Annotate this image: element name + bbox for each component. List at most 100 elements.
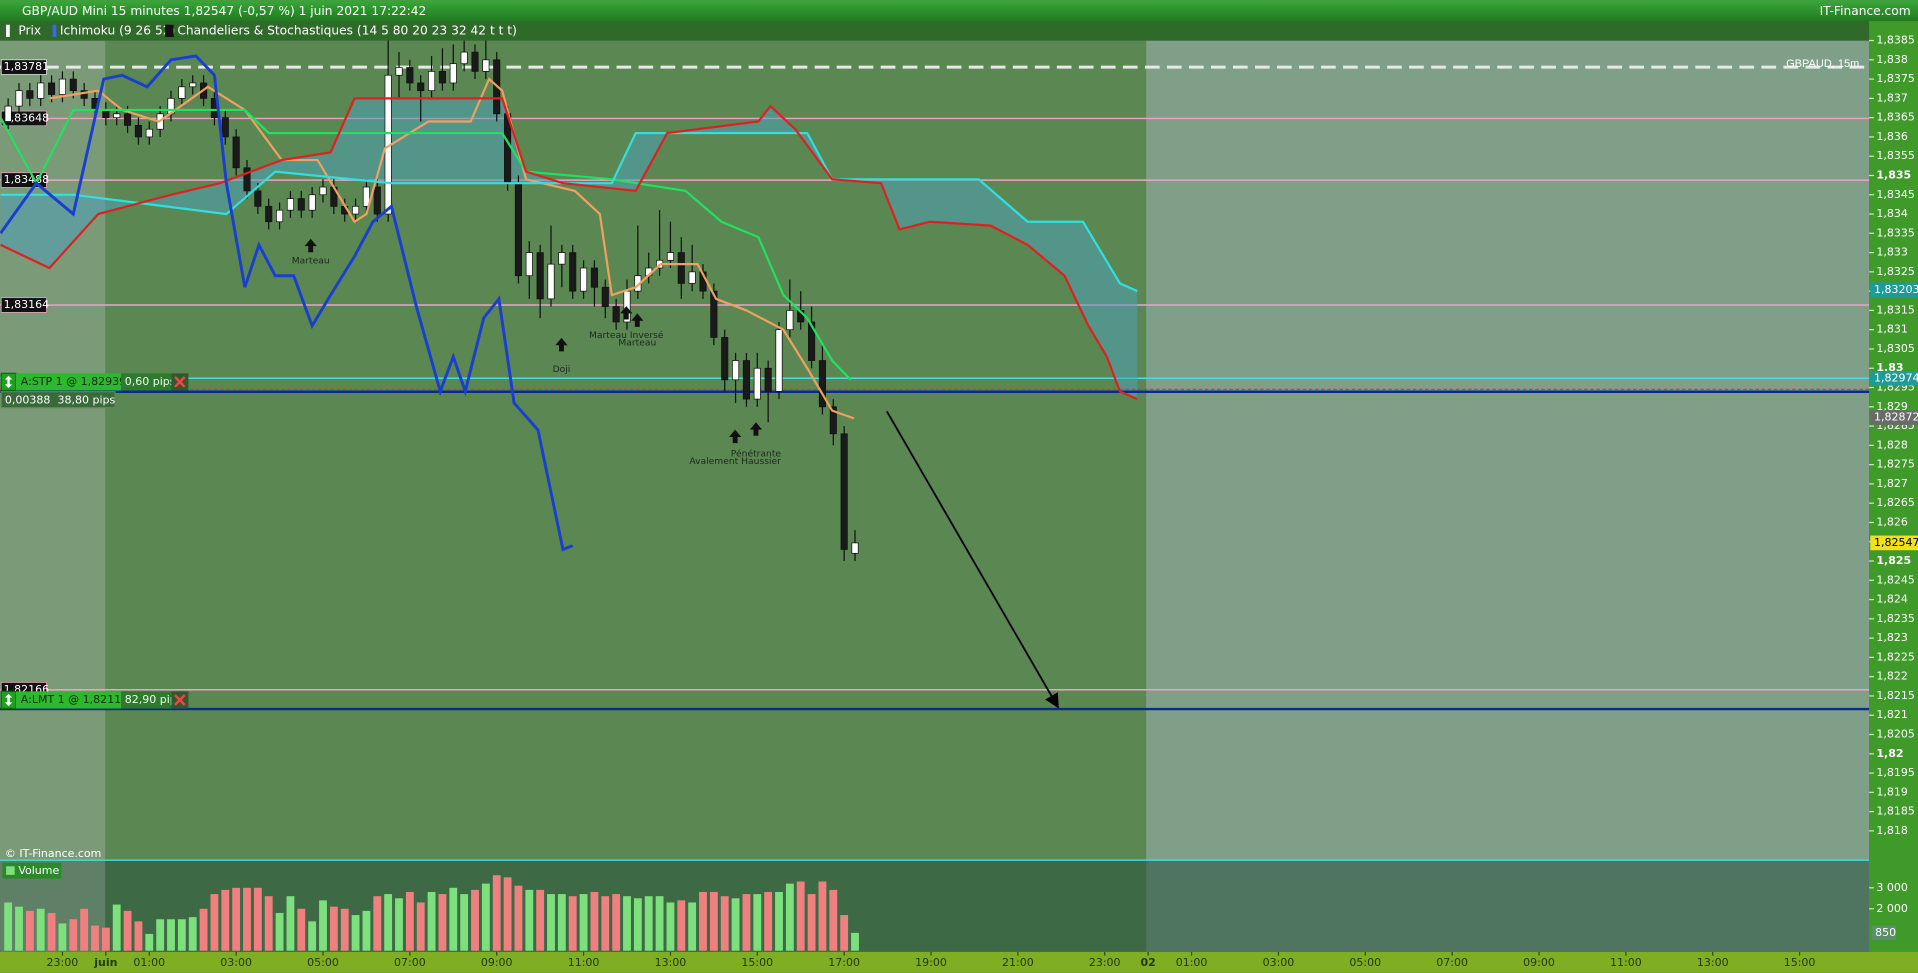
x-tick-label: 15:00	[1784, 956, 1816, 969]
y-tick-label: 1,833	[1876, 246, 1908, 259]
y-tick-label: 1,8195	[1876, 766, 1915, 779]
y-tick-label: 1,82	[1876, 747, 1903, 760]
volume-bar	[25, 910, 34, 951]
volume-bar	[818, 881, 827, 951]
legend-bar	[0, 21, 1870, 41]
candle-body	[569, 252, 577, 292]
y-tick-label: 1,8215	[1876, 689, 1915, 702]
volume-bar	[427, 891, 436, 951]
y-tick-label: 1,838	[1876, 53, 1908, 66]
header-title: GBP/AUD Mini 15 minutes 1,82547 (-0,57 %…	[22, 4, 426, 18]
order-cancel-icon	[174, 376, 186, 388]
candle-body	[536, 252, 544, 300]
y-tick-label: 1,8265	[1876, 496, 1915, 509]
candle-body	[15, 90, 23, 107]
y-tick-label: 1,8235	[1876, 612, 1915, 625]
x-tick-label: 15:00	[741, 956, 773, 969]
volume-bar	[210, 894, 219, 951]
time-axis-bg	[0, 951, 1918, 973]
y-tick-label: 1,818	[1876, 824, 1908, 837]
candle-body	[449, 63, 457, 84]
candle-body	[677, 252, 685, 284]
candle-body	[221, 117, 229, 138]
level-label: 1,83488	[4, 173, 49, 186]
x-tick-label: 13:00	[1697, 956, 1729, 969]
y-tick-label: 1,8275	[1876, 458, 1915, 471]
candle-body	[308, 194, 316, 211]
y-tick-label: 1,824	[1876, 593, 1908, 606]
order-handle-icon	[4, 375, 13, 389]
x-tick-label: 03:00	[1263, 956, 1295, 969]
candle-body	[26, 90, 34, 99]
volume-bar	[36, 908, 45, 951]
y-tick-label: 1,8335	[1876, 226, 1915, 239]
volume-bar	[405, 891, 414, 951]
volume-bar	[775, 891, 783, 951]
x-tick-label: 05:00	[307, 956, 339, 969]
y-tick-label: 1,825	[1876, 554, 1911, 567]
candle-body	[482, 59, 490, 72]
x-tick-label: 09:00	[1523, 956, 1555, 969]
ichimoku-line	[0, 131, 1138, 293]
candle-body	[124, 113, 132, 126]
x-tick-label: 11:00	[568, 956, 600, 969]
distance-box	[0, 391, 116, 409]
candle-body	[428, 71, 436, 92]
y-tick-label: 1,821	[1876, 708, 1908, 721]
candle-body	[786, 310, 794, 331]
volume-bar	[395, 898, 403, 951]
volume-bar	[764, 891, 773, 951]
volume-bar	[58, 923, 67, 951]
volume-bar	[612, 894, 621, 951]
volume-bar	[677, 900, 686, 951]
volume-bar	[188, 917, 197, 951]
candle-body	[362, 186, 370, 207]
y-tick-label: 1,8305	[1876, 342, 1915, 355]
volume-bar	[503, 877, 512, 951]
x-tick-label: 23:00	[1089, 956, 1121, 969]
order-label: A:LMT 1 @ 1,82116	[21, 693, 128, 706]
candle-body	[438, 71, 446, 84]
y-tick-label: 1,835	[1876, 168, 1911, 181]
legend-swatch	[6, 24, 10, 37]
legend-item[interactable]: Prix	[18, 23, 41, 37]
candle-body	[764, 367, 772, 392]
candle-body	[232, 136, 240, 169]
candle-body	[417, 82, 425, 92]
candle-body	[732, 360, 740, 381]
candle-body	[265, 205, 273, 223]
candle-body	[580, 267, 588, 292]
volume-last-label: 850	[1875, 926, 1896, 939]
y-tick-label: 1,8345	[1876, 188, 1915, 201]
volume-bar	[471, 889, 479, 951]
legend-item[interactable]: Ichimoku (9 26 52)	[60, 23, 175, 37]
candle-body	[286, 198, 294, 211]
order-distance-pips: 38,80 pips	[57, 393, 115, 406]
copyright: © IT-Finance.com	[5, 847, 102, 860]
candle-body	[590, 267, 598, 288]
past-shade	[0, 40, 106, 861]
candle-body	[688, 271, 696, 284]
y-tick-label: 1,8365	[1876, 111, 1915, 124]
y-tick-label: 1,8245	[1876, 573, 1915, 586]
y-tick-label: 1,834	[1876, 207, 1908, 220]
x-tick-label: 11:00	[1610, 956, 1642, 969]
candle-body	[102, 109, 110, 119]
volume-bar	[91, 925, 99, 951]
candle-body	[721, 337, 729, 381]
price-tag	[1870, 535, 1918, 551]
candle-body	[80, 90, 88, 99]
level-tag	[0, 59, 47, 75]
y-tick-label: 1,836	[1876, 130, 1908, 143]
volume-bar	[785, 883, 794, 951]
candle-body	[48, 82, 56, 95]
legend-item[interactable]: Chandeliers & Stochastiques (14 5 80 20 …	[177, 23, 517, 37]
y-tick-label: 1,8385	[1876, 34, 1915, 47]
volume-bar	[199, 908, 208, 951]
ichimoku-line	[49, 77, 855, 420]
candle-body	[352, 205, 360, 215]
volume-bar	[80, 908, 89, 951]
volume-bar	[167, 919, 175, 951]
candle-body	[178, 86, 186, 99]
x-tick-label: 07:00	[1436, 956, 1468, 969]
